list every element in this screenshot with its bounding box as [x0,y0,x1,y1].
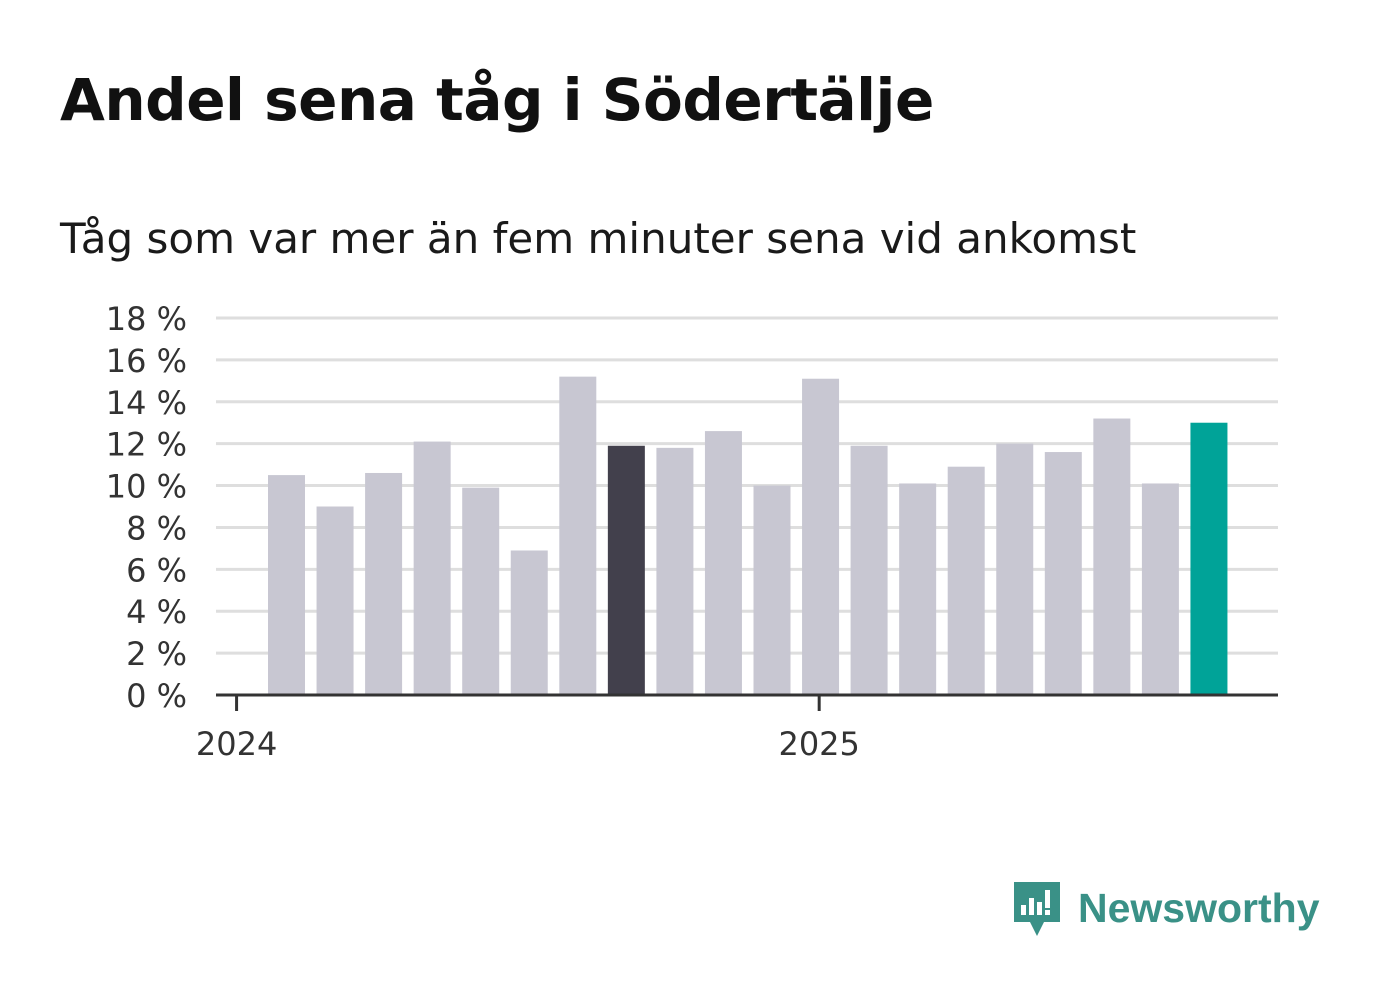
bar-2024-02 [268,475,305,695]
x-tick-label: 2025 [778,725,859,763]
axis-layer: 0 % 2 % 4 % 6 % 8 %10 % 12 % 14 % 16 % 18 % 2024 2… [106,300,1278,763]
bar-2024-09 [607,445,645,695]
brand-logo: Newsworthy [1010,878,1320,938]
y-tick-label: 18 % [106,300,187,338]
bar-2025-04 [947,466,985,695]
bar-2024-05 [413,441,451,695]
bar-2024-08 [559,376,597,695]
bar-2025-03 [899,483,937,695]
bar-layer [268,376,1228,695]
x-tick-label: 2024 [196,725,277,763]
bar-2025-07 [1093,418,1131,695]
bar-2025-09 [1190,422,1228,695]
bar-2024-11 [704,431,742,695]
chart-subtitle: Tåg som var mer än fem minuter sena vid … [60,214,1137,263]
y-tick-label: 6 % [126,551,187,589]
bar-2025-02 [850,445,888,695]
bar-2025-05 [996,443,1034,695]
y-tick-label: 16 % [106,342,187,380]
bar-2025-01 [802,378,840,695]
y-tick-label: 0 % [126,677,187,715]
bar-2025-06 [1044,452,1082,695]
bar-2024-10 [656,447,694,695]
y-tick-label: 12 % [106,426,187,464]
bar-2024-04 [365,472,403,695]
bar-2025-08 [1141,483,1179,695]
brand-name: Newsworthy [1078,884,1320,931]
y-tick-label: 2 % [126,635,187,673]
bar-2024-06 [462,487,500,695]
bar-2024-03 [316,506,354,695]
y-tick-label: 4 % [126,593,187,631]
bar-2024-12 [753,485,791,695]
newsworthy-logo-icon [1014,882,1060,936]
y-tick-label: 10 % [106,468,187,506]
chart-title: Andel sena tåg i Södertälje [60,66,934,134]
y-tick-label: 14 % [106,384,187,422]
y-tick-label: 8 % [126,509,187,547]
bar-2024-07 [510,550,548,695]
